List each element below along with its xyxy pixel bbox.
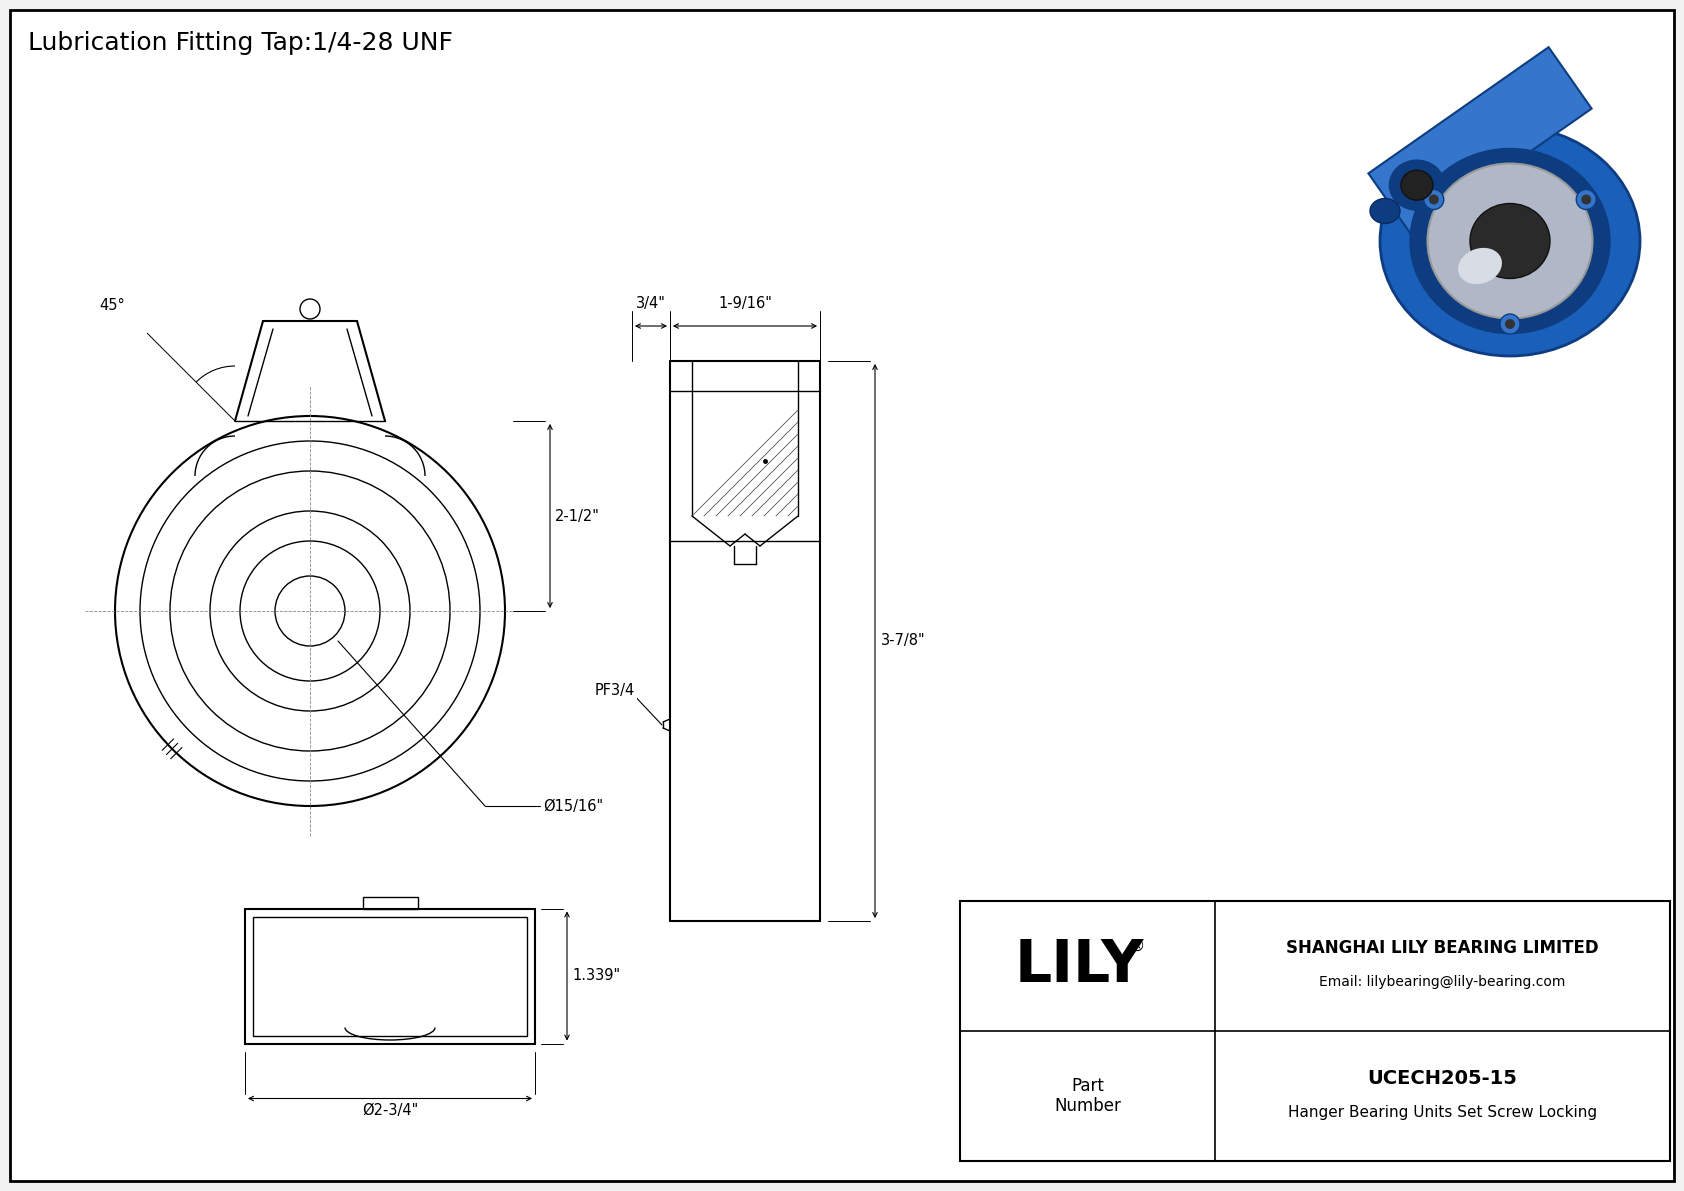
Text: LILY: LILY: [1015, 937, 1143, 994]
Bar: [960, 902, 1671, 1161]
Text: ®: ®: [1130, 939, 1145, 954]
Circle shape: [1576, 189, 1596, 210]
Bar: [362, 897, 418, 909]
Ellipse shape: [1371, 199, 1399, 224]
Text: 3/4": 3/4": [637, 297, 665, 311]
Text: PF3/4: PF3/4: [594, 684, 635, 698]
Text: 1-9/16": 1-9/16": [717, 297, 771, 311]
Ellipse shape: [1458, 248, 1502, 285]
Ellipse shape: [1379, 126, 1640, 356]
Text: UCECH205-15: UCECH205-15: [1367, 1068, 1517, 1087]
Text: 3-7/8": 3-7/8": [881, 634, 926, 649]
Ellipse shape: [1428, 163, 1593, 318]
Text: Ø2-3/4": Ø2-3/4": [362, 1104, 418, 1118]
Ellipse shape: [1389, 160, 1445, 210]
Text: Email: lilybearing@lily-bearing.com: Email: lilybearing@lily-bearing.com: [1319, 975, 1566, 989]
Text: 2-1/2": 2-1/2": [556, 509, 600, 524]
Text: Hanger Bearing Units Set Screw Locking: Hanger Bearing Units Set Screw Locking: [1288, 1104, 1596, 1120]
Circle shape: [1428, 194, 1438, 205]
Circle shape: [1581, 194, 1591, 205]
Text: SHANGHAI LILY BEARING LIMITED: SHANGHAI LILY BEARING LIMITED: [1287, 939, 1598, 958]
Circle shape: [1500, 314, 1521, 333]
Text: Ø15/16": Ø15/16": [542, 798, 603, 813]
Text: Lubrication Fitting Tap:1/4-28 UNF: Lubrication Fitting Tap:1/4-28 UNF: [29, 31, 453, 55]
Polygon shape: [1369, 48, 1591, 235]
Bar: [253, 917, 527, 1035]
Text: 1.339": 1.339": [573, 968, 620, 984]
Circle shape: [1423, 189, 1443, 210]
Ellipse shape: [1410, 149, 1610, 333]
Ellipse shape: [1401, 170, 1433, 200]
Text: 45°: 45°: [99, 298, 125, 313]
Text: Part
Number: Part Number: [1054, 1077, 1122, 1116]
Ellipse shape: [1470, 204, 1549, 279]
Bar: [244, 909, 536, 1043]
Circle shape: [1505, 319, 1516, 329]
